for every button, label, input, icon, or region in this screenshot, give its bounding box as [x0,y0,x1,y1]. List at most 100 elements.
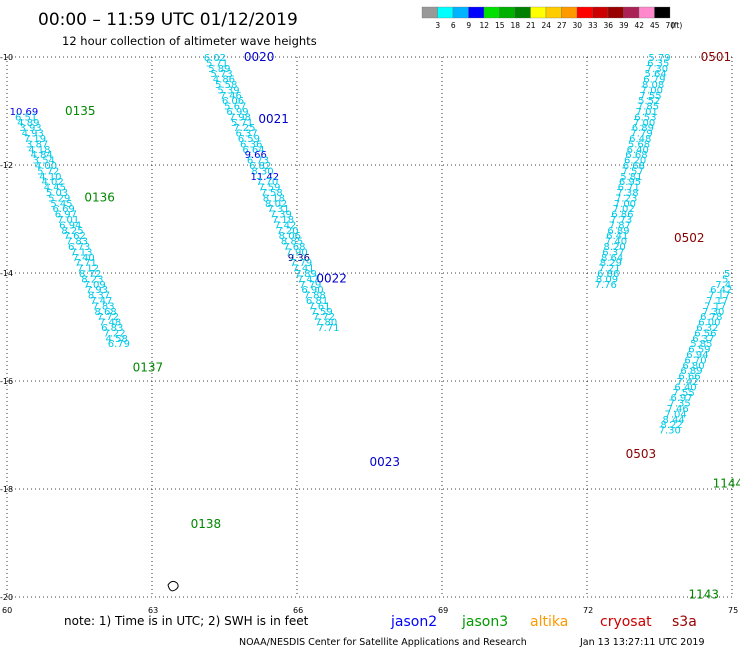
wave-height-label: 5.79 [648,53,670,64]
colorbar-label: 36 [603,21,613,30]
colorbar-swatch [576,6,593,19]
wave-height-label: 6.20 [624,156,646,167]
wave-height-label: 6.99 [226,107,248,118]
wave-height-label: 8.44 [663,415,685,426]
wave-height-label: 7.83 [92,301,114,312]
wave-height-label: 7.19 [24,134,46,145]
colorbar-label: 30 [572,21,582,30]
wave-height-label: 4.18 [28,145,50,156]
wave-height-label: 7.20 [276,226,298,237]
wave-height-label: 7.02 [613,204,635,215]
colorbar-swatch [592,6,609,19]
wave-height-label: 10.69 [10,107,39,118]
wave-height-label: 7.71 [317,323,339,334]
wave-height-label: 6.37 [602,247,624,258]
colorbar-swatch [638,6,655,19]
wave-height-label: 9.36 [288,253,310,264]
y-tick-label: -12 [0,161,13,170]
wave-height-label: 8.64 [601,253,623,264]
pass-label: 0138 [191,517,222,531]
wave-height-label: 5.58 [215,80,237,91]
wave-height-label: 5.67 [224,102,246,113]
pass-label: 0501 [701,50,732,64]
wave-height-label: 7.98 [229,112,251,123]
wave-height-label: 8.02 [265,199,287,210]
wave-height-label: 4.84 [30,150,52,161]
wave-height-label: 6.90 [301,285,323,296]
wave-height-label: 7.85 [637,102,659,113]
wave-height-label: 6.66 [678,372,700,383]
wave-height-label: 4.02 [41,177,63,188]
wave-height-label: 7.38 [616,188,638,199]
wave-height-label: 5 [722,274,728,285]
colorbar-swatch [452,6,469,19]
wave-height-label: 7.73 [610,215,632,226]
wave-height-label: 6.59 [688,345,710,356]
wave-height-label: 6.00 [698,318,720,329]
wave-height-label: 7.48 [99,318,121,329]
wave-height-label: 6.71 [618,183,640,194]
wave-height-label: 7.72 [97,312,119,323]
wave-height-label: 7.83 [66,237,88,248]
wave-height-label: 6.64 [242,145,264,156]
colorbar-swatch [607,6,624,19]
wave-height-label: 6.37 [236,129,258,140]
colorbar-swatch [654,6,671,19]
wave-height-label: 7.17 [708,291,730,302]
colorbar-label: 24 [541,21,551,30]
wave-height-label: 5.71 [206,58,228,69]
pass-label: 0021 [258,112,289,126]
wave-height-label: 7.40 [605,237,627,248]
wave-height-label: 8.09 [596,274,618,285]
wave-height-label: 4.86 [213,75,235,86]
wave-height-label: 6.06 [222,96,244,107]
wave-height-label: 6.40 [627,145,649,156]
mission-label: s3a [672,614,697,630]
wave-height-label: 8.22 [661,420,683,431]
wave-height-label: 7.79 [299,280,321,291]
wave-height-label: 5 [724,269,730,280]
colorbar-label: 21 [526,21,536,30]
colorbar-label: 12 [479,21,489,30]
wave-height-label: 3.93 [19,123,41,134]
wave-height-label: 6.69 [53,204,75,215]
wave-height-label: 5.39 [217,85,239,96]
wave-height-label: 8.20 [604,242,626,253]
wave-height-label: 6.70 [684,355,706,366]
colorbar-label: 39 [619,21,629,30]
pass-label: 0135 [65,104,96,118]
pass-label: 1144 [713,477,740,491]
wave-height-label: 7.47 [297,274,319,285]
wave-height-label: 5.68 [628,139,650,150]
wave-height-label: 5.73 [211,69,233,80]
wave-height-label: 7.55 [672,388,694,399]
colorbar-swatch [514,6,531,19]
x-tick-label: 72 [583,606,593,615]
wave-height-label: 7.25 [233,123,255,134]
colorbar-swatch [530,6,547,19]
y-tick-label: -18 [0,485,13,494]
wave-height-label: 8.85 [281,237,303,248]
wave-height-label: 7.58 [260,188,282,199]
wave-height-label: 4.58 [106,334,128,345]
wave-height-label: 7.68 [283,242,305,253]
wave-height-label: 6.86 [597,269,619,280]
wave-height-label: 6.40 [674,382,696,393]
wave-height-label: 7.04 [665,409,687,420]
y-tick-label: -10 [0,53,13,62]
wave-height-label: 7.42 [274,220,296,231]
x-tick-label: 60 [2,606,12,615]
wave-height-label: 7.18 [272,215,294,226]
colorbar-unit: (ft) [671,21,682,30]
wave-height-label: 8.72 [79,269,101,280]
wave-height-label: 7.30 [646,64,668,75]
wave-height-label: 8.08 [642,80,664,91]
wave-height-label: 5.81 [620,172,642,183]
pass-label: 1143 [689,587,720,601]
mission-label: altika [530,614,568,630]
colorbar-label: 27 [557,21,567,30]
wave-height-label: 7.01 [636,107,658,118]
colorbar-swatch [561,6,578,19]
wave-height-label: 5.85 [690,339,712,350]
wave-height-label: 9.66 [245,150,267,161]
